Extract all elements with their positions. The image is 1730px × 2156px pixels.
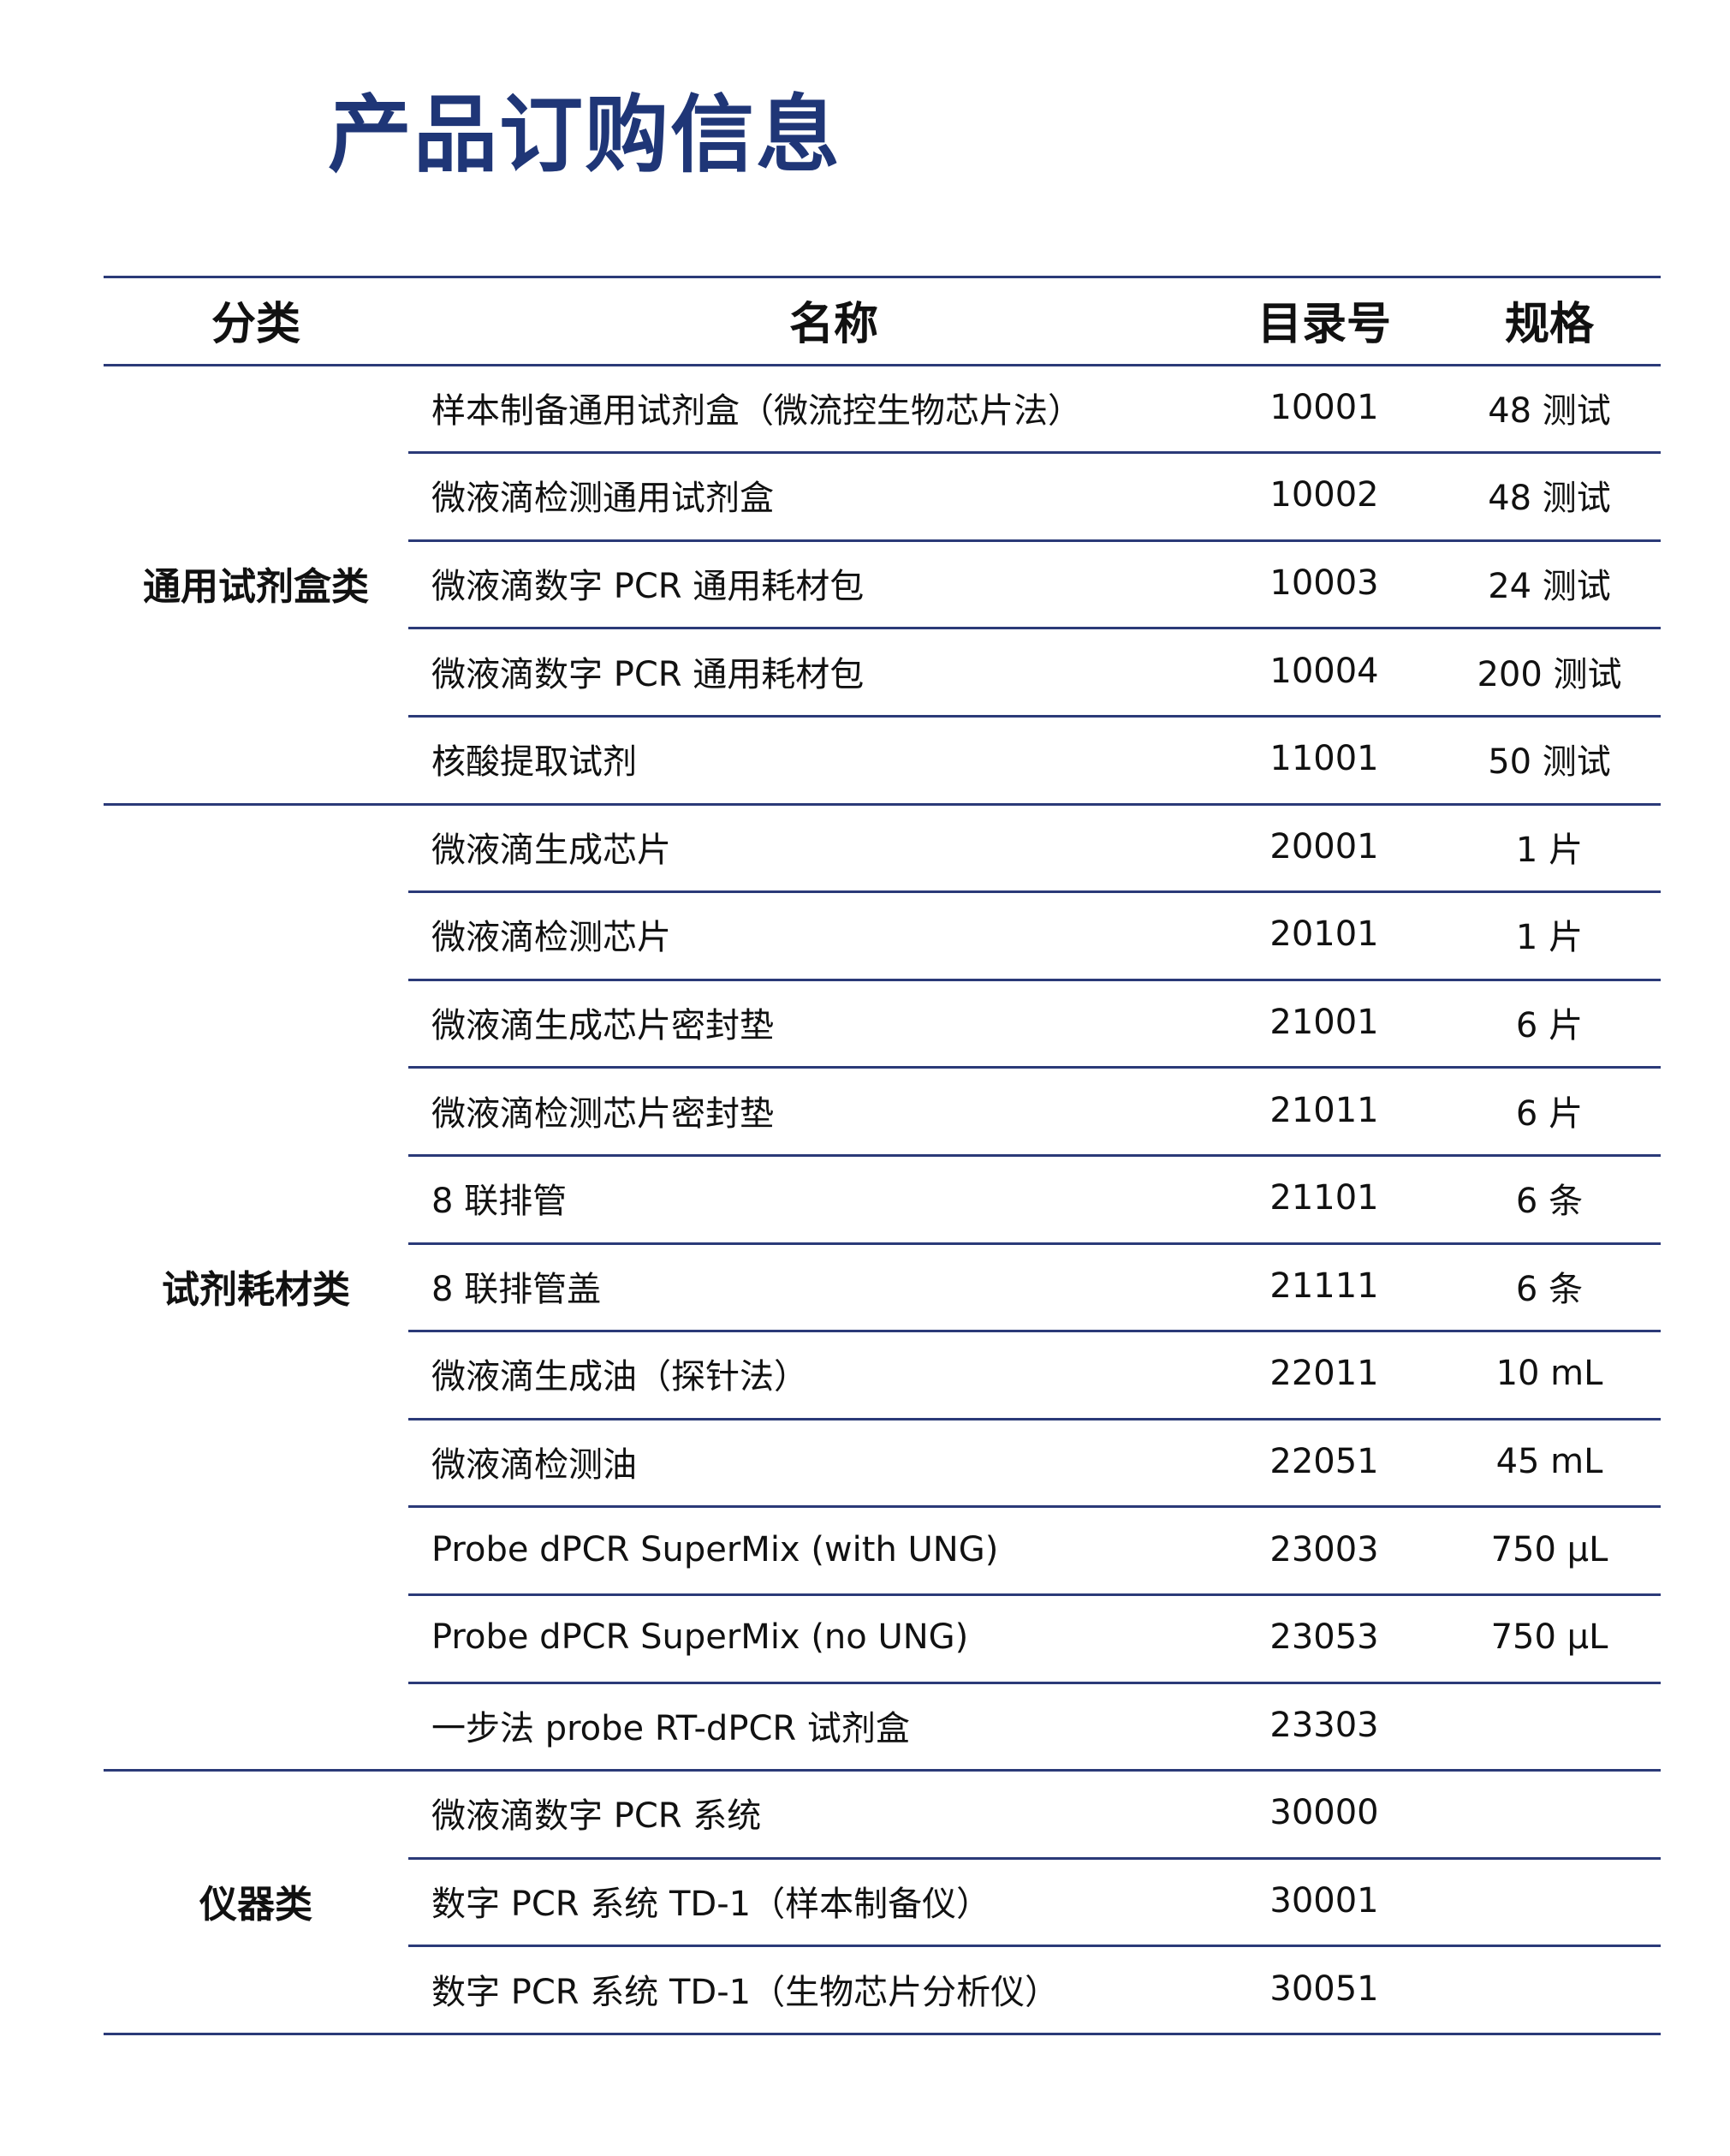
- product-spec: [1448, 1682, 1651, 1770]
- product-name: 核酸提取试剂: [431, 742, 637, 783]
- product-name: 微液滴检测通用试剂盒: [431, 479, 774, 519]
- product-name: 微液滴检测芯片: [431, 918, 671, 958]
- product-name: Probe dPCR SuperMix (with UNG): [431, 1529, 999, 1569]
- table-rule: [408, 1417, 1661, 1420]
- product-spec: 10 mL: [1495, 1354, 1603, 1394]
- catalog-number: 10004: [1269, 651, 1379, 691]
- header-spec: 规格: [1504, 298, 1594, 350]
- product-spec: 50 测试: [1488, 742, 1611, 783]
- product-name: 微液滴数字 PCR 系统: [431, 1796, 762, 1837]
- catalog-number: 20001: [1269, 826, 1379, 867]
- product-spec: [1448, 1769, 1651, 1857]
- catalog-number: 21001: [1269, 1003, 1379, 1043]
- table-rule: [408, 1593, 1661, 1596]
- table-rule: [408, 1154, 1661, 1157]
- catalog-number: 30001: [1269, 1881, 1379, 1921]
- product-spec: 6 片: [1515, 1006, 1584, 1046]
- product-spec: 750 μL: [1490, 1617, 1608, 1658]
- product-name: 样本制备通用试剂盒（微流控生物芯片法）: [431, 390, 1082, 431]
- product-name: 8 联排管盖: [431, 1269, 602, 1309]
- table-rule: [408, 1505, 1661, 1509]
- product-name: 微液滴数字 PCR 通用耗材包: [431, 654, 865, 694]
- table-rule: [408, 1066, 1661, 1069]
- table-rule: [104, 1769, 1661, 1772]
- product-spec: [1448, 1857, 1651, 1945]
- catalog-number: 23303: [1269, 1705, 1379, 1745]
- catalog-number: 10002: [1269, 475, 1379, 515]
- product-spec: 6 条: [1515, 1269, 1584, 1309]
- catalog-number: 30000: [1269, 1793, 1379, 1833]
- catalog-number: 21111: [1269, 1266, 1379, 1306]
- header-catalog-number: 目录号: [1257, 298, 1391, 350]
- product-name: 微液滴检测油: [431, 1445, 637, 1486]
- product-name: 一步法 probe RT-dPCR 试剂盒: [431, 1708, 910, 1748]
- product-spec: 6 片: [1515, 1093, 1584, 1134]
- table-rule: [408, 539, 1661, 542]
- product-name: 微液滴生成油（探针法）: [431, 1357, 808, 1397]
- table-rule: [104, 802, 1661, 806]
- table-rule: [104, 2033, 1661, 2035]
- catalog-number: 20101: [1269, 914, 1379, 955]
- page-title: 产品订购信息: [328, 86, 842, 184]
- product-name: 8 联排管: [431, 1182, 568, 1222]
- table-rule: [104, 276, 1661, 278]
- product-spec: 48 测试: [1488, 479, 1611, 519]
- table-rule: [408, 1242, 1661, 1245]
- product-name: 微液滴检测芯片密封垫: [431, 1093, 774, 1134]
- product-name: 微液滴数字 PCR 通用耗材包: [431, 567, 865, 607]
- product-spec: 45 mL: [1495, 1442, 1603, 1482]
- table-rule: [408, 451, 1661, 455]
- product-spec: [1448, 1945, 1651, 2033]
- catalog-number: 22011: [1269, 1354, 1379, 1394]
- catalog-number: 10001: [1269, 387, 1379, 427]
- catalog-number: 10003: [1269, 563, 1379, 604]
- catalog-number: 22051: [1269, 1442, 1379, 1482]
- header-name: 名称: [788, 298, 878, 350]
- catalog-number: 21101: [1269, 1178, 1379, 1218]
- product-name: Probe dPCR SuperMix (no UNG): [431, 1617, 969, 1658]
- table-rule: [104, 363, 1661, 366]
- category-label: 仪器类: [199, 1883, 312, 1927]
- product-name: 微液滴生成芯片密封垫: [431, 1006, 774, 1046]
- table-rule: [408, 890, 1661, 894]
- product-spec: 1 片: [1515, 918, 1584, 958]
- product-name: 微液滴生成芯片: [431, 830, 671, 870]
- category-label: 通用试剂盒类: [143, 565, 369, 610]
- category-label: 试剂耗材类: [162, 1267, 350, 1312]
- table-rule: [408, 1330, 1661, 1333]
- table-rule: [408, 715, 1661, 718]
- table-rule: [408, 1856, 1661, 1860]
- product-name: 数字 PCR 系统 TD-1（生物芯片分析仪）: [431, 1972, 1060, 2012]
- table-rule: [408, 1681, 1661, 1684]
- table-rule: [408, 627, 1661, 630]
- product-spec: 1 片: [1515, 830, 1584, 870]
- product-spec: 200 测试: [1477, 654, 1622, 694]
- product-spec: 48 测试: [1488, 390, 1611, 431]
- catalog-number: 21011: [1269, 1090, 1379, 1130]
- catalog-number: 30051: [1269, 1968, 1379, 2009]
- product-name: 数字 PCR 系统 TD-1（样本制备仪）: [431, 1885, 991, 1925]
- product-spec: 24 测试: [1488, 567, 1611, 607]
- product-spec: 6 条: [1515, 1182, 1584, 1222]
- header-category: 分类: [211, 298, 300, 350]
- catalog-number: 23053: [1269, 1617, 1379, 1658]
- table-rule: [408, 978, 1661, 981]
- catalog-number: 23003: [1269, 1529, 1379, 1569]
- catalog-number: 11001: [1269, 739, 1379, 779]
- table-rule: [408, 1945, 1661, 1948]
- product-spec: 750 μL: [1490, 1529, 1608, 1569]
